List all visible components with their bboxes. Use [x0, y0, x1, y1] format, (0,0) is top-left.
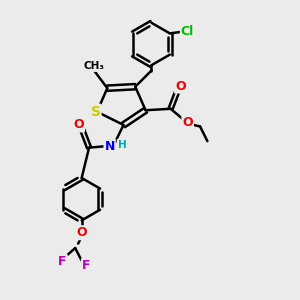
- Text: S: S: [91, 105, 100, 119]
- Text: O: O: [182, 116, 193, 129]
- Text: H: H: [118, 140, 126, 150]
- Text: N: N: [104, 140, 115, 153]
- Text: F: F: [58, 255, 67, 268]
- Text: CH₃: CH₃: [84, 61, 105, 71]
- Text: O: O: [76, 226, 87, 239]
- Text: O: O: [74, 118, 84, 131]
- Text: O: O: [175, 80, 186, 93]
- Text: F: F: [82, 259, 90, 272]
- Text: Cl: Cl: [181, 26, 194, 38]
